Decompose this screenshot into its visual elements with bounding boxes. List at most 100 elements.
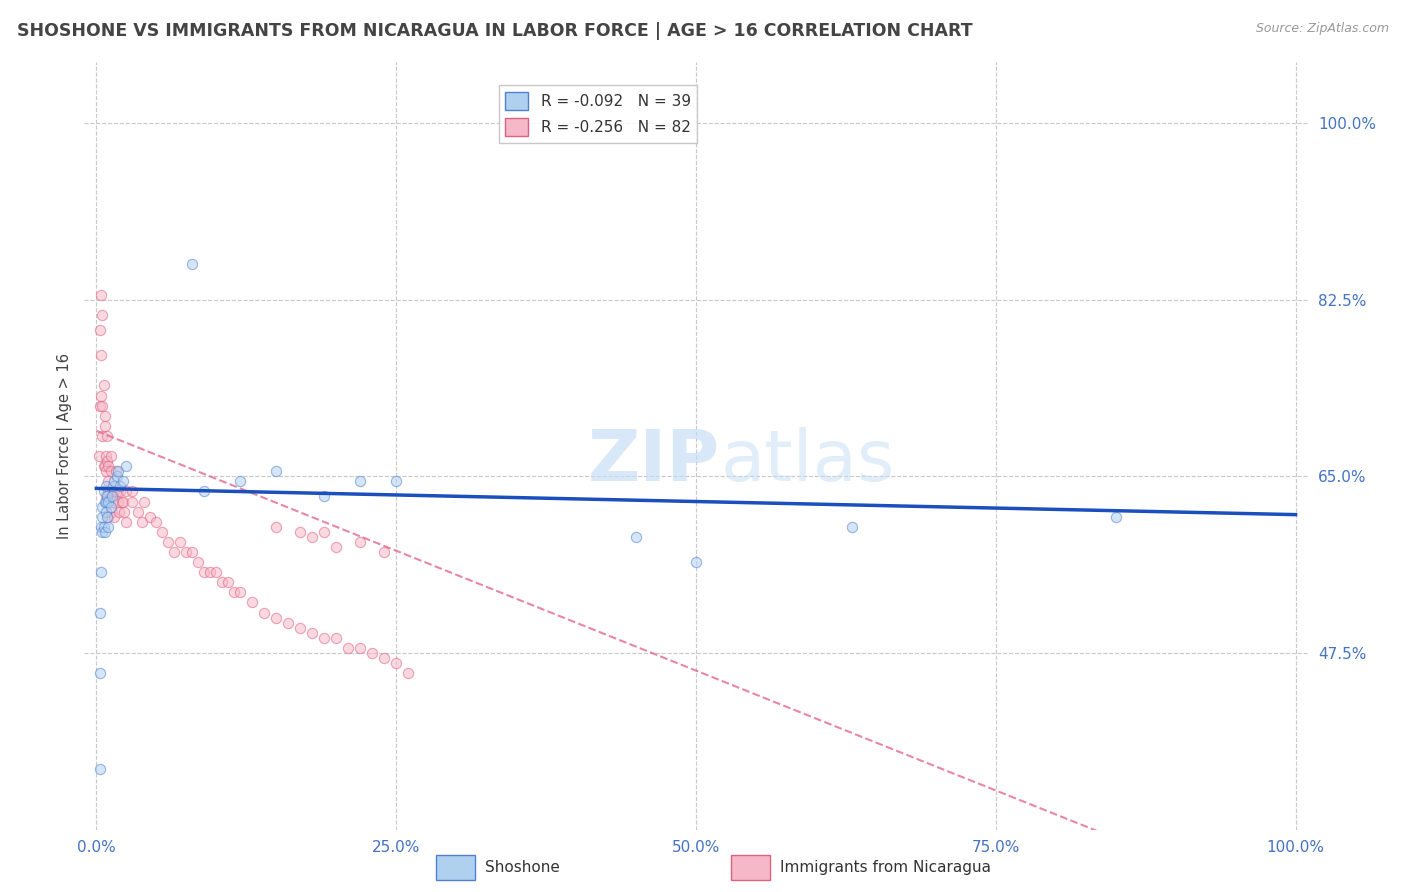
Point	[111, 475, 134, 489]
Point	[93, 459, 117, 474]
Point	[127, 505, 149, 519]
Point	[94, 505, 117, 519]
Point	[108, 505, 131, 519]
Point	[90, 565, 112, 579]
Point	[93, 520, 115, 534]
Text: SHOSHONE VS IMMIGRANTS FROM NICARAGUA IN LABOR FORCE | AGE > 16 CORRELATION CHAR: SHOSHONE VS IMMIGRANTS FROM NICARAGUA IN…	[17, 22, 973, 40]
Point	[229, 475, 252, 489]
Point	[131, 515, 153, 529]
Point	[385, 656, 408, 670]
Point	[97, 494, 120, 508]
Point	[91, 524, 114, 539]
Point	[89, 762, 111, 776]
Point	[325, 540, 347, 554]
Point	[94, 490, 117, 504]
Y-axis label: In Labor Force | Age > 16: In Labor Force | Age > 16	[58, 353, 73, 539]
Point	[385, 475, 408, 489]
Point	[181, 257, 204, 271]
Point	[314, 631, 336, 645]
Point	[89, 606, 111, 620]
Point	[301, 530, 323, 544]
Point	[103, 475, 125, 489]
Text: Source: ZipAtlas.com: Source: ZipAtlas.com	[1256, 22, 1389, 36]
Point	[277, 615, 299, 630]
Point	[93, 378, 115, 392]
Point	[100, 464, 122, 478]
Point	[110, 494, 132, 508]
Point	[134, 494, 156, 508]
Point	[90, 388, 112, 402]
Point	[91, 308, 114, 322]
Point	[157, 534, 180, 549]
Point	[264, 610, 287, 624]
Point	[115, 515, 138, 529]
Point	[97, 484, 120, 499]
Point	[224, 585, 246, 599]
Point	[100, 500, 122, 514]
Point	[111, 494, 134, 508]
Point	[314, 490, 336, 504]
Point	[121, 484, 143, 499]
Point	[97, 520, 120, 534]
Point	[105, 469, 128, 483]
Point	[94, 479, 117, 493]
Point	[373, 545, 395, 559]
Point	[115, 459, 138, 474]
Point	[87, 449, 110, 463]
Point	[93, 494, 117, 508]
Legend: R = -0.092   N = 39, R = -0.256   N = 82: R = -0.092 N = 39, R = -0.256 N = 82	[499, 86, 697, 143]
Point	[314, 524, 336, 539]
Point	[101, 479, 124, 493]
Point	[89, 323, 111, 337]
Point	[97, 459, 120, 474]
Point	[217, 575, 239, 590]
Point	[301, 625, 323, 640]
Point	[91, 399, 114, 413]
Point	[107, 494, 129, 508]
Point	[115, 484, 138, 499]
Point	[90, 348, 112, 362]
Point	[349, 475, 371, 489]
Point	[90, 287, 112, 301]
Text: atlas: atlas	[720, 427, 894, 496]
Point	[94, 494, 117, 508]
Point	[96, 454, 118, 468]
Point	[110, 479, 132, 493]
Text: Immigrants from Nicaragua: Immigrants from Nicaragua	[780, 860, 991, 875]
Point	[112, 505, 135, 519]
Point	[193, 484, 215, 499]
Point	[97, 475, 120, 489]
Point	[93, 459, 115, 474]
Point	[121, 494, 143, 508]
Point	[174, 545, 197, 559]
Point	[96, 490, 118, 504]
Point	[94, 449, 117, 463]
Point	[96, 509, 118, 524]
Point	[93, 409, 117, 423]
Point	[211, 575, 233, 590]
FancyBboxPatch shape	[731, 855, 770, 880]
Point	[187, 555, 209, 569]
FancyBboxPatch shape	[436, 855, 475, 880]
Point	[193, 565, 215, 579]
Point	[97, 509, 120, 524]
Point	[91, 509, 114, 524]
Point	[139, 509, 162, 524]
Text: ZIP: ZIP	[588, 427, 720, 496]
Point	[107, 464, 129, 478]
Point	[290, 524, 312, 539]
Point	[229, 585, 252, 599]
Point	[105, 484, 128, 499]
Point	[1105, 509, 1128, 524]
Point	[101, 484, 124, 499]
Point	[169, 534, 191, 549]
Point	[93, 484, 115, 499]
Point	[94, 464, 117, 478]
Point	[264, 464, 287, 478]
Point	[396, 666, 419, 681]
Point	[349, 534, 371, 549]
Point	[349, 640, 371, 655]
Point	[361, 646, 384, 660]
Point	[101, 490, 124, 504]
Point	[90, 520, 112, 534]
